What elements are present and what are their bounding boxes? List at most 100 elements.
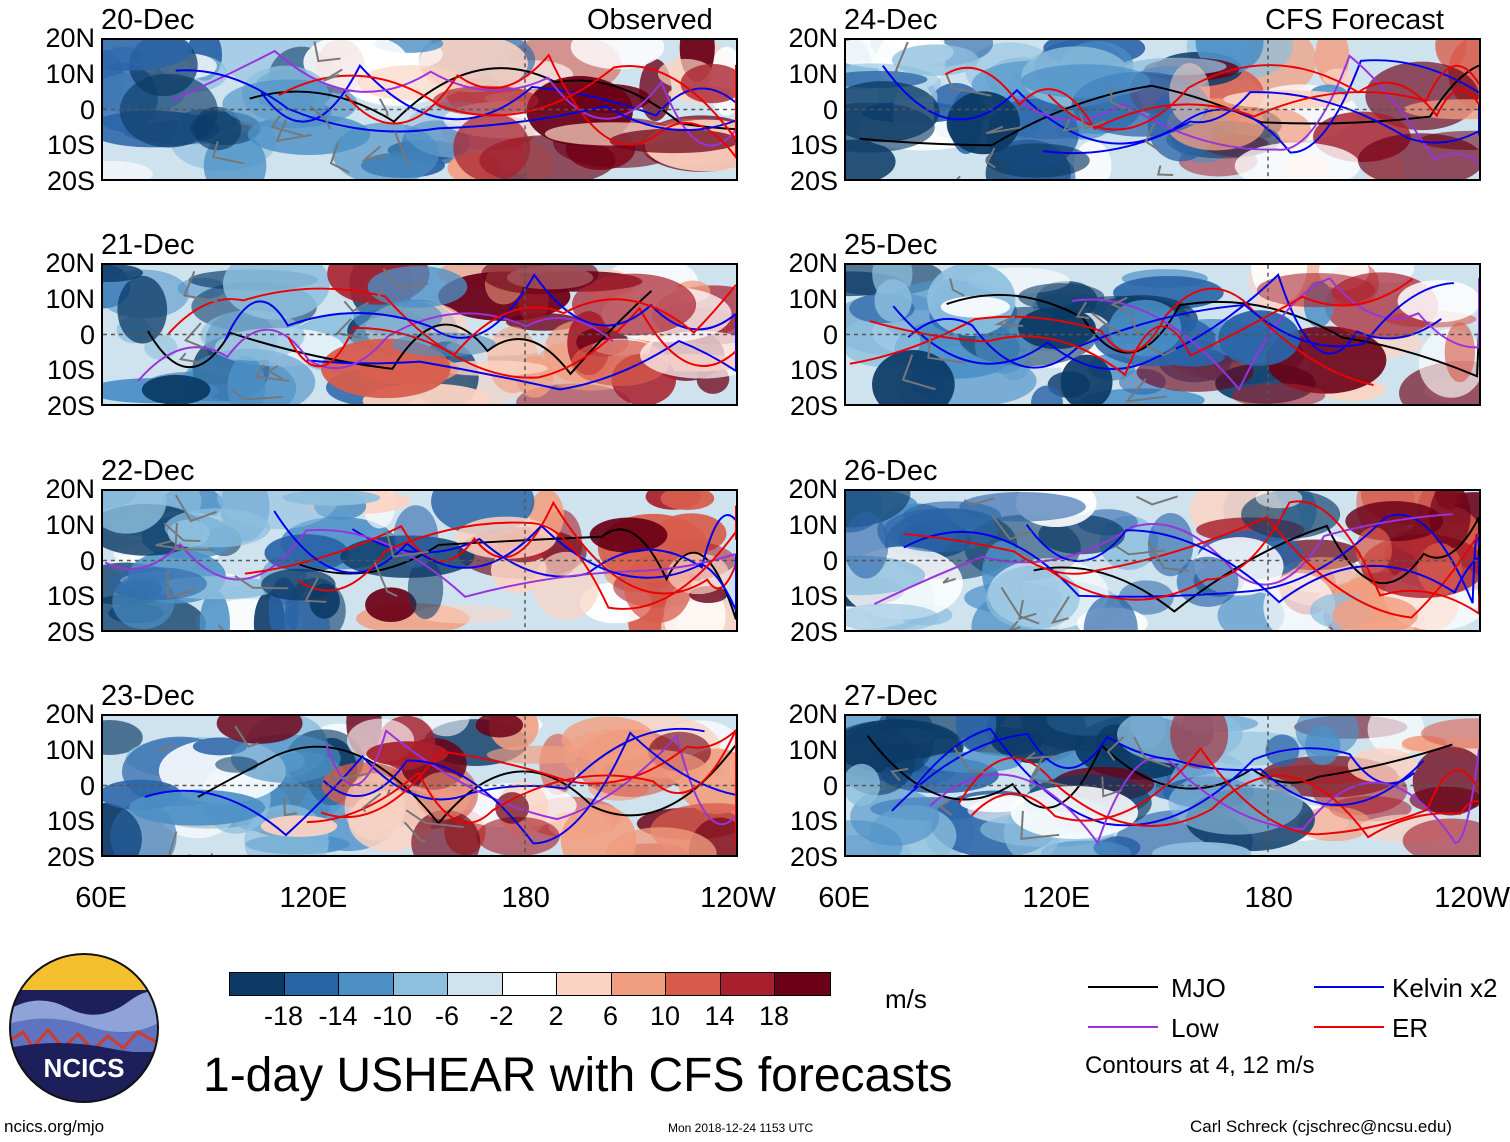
- shear-blob: [1397, 280, 1479, 323]
- lat-tick-label: 20S: [46, 842, 95, 872]
- chart-title: 1-day USHEAR with CFS forecasts: [203, 1049, 953, 1102]
- kelvin-contour: [891, 732, 1425, 812]
- coastline: [343, 300, 370, 313]
- shear-blob: [1169, 63, 1210, 125]
- shear-blob: [1402, 818, 1479, 855]
- panel-date: 27-Dec: [844, 680, 938, 712]
- lat-tick-label: 0: [822, 319, 838, 350]
- low-contour: [104, 528, 736, 598]
- lat-tick-label: 20N: [788, 23, 838, 53]
- coastline: [1115, 545, 1165, 556]
- coastline: [378, 98, 389, 117]
- lat-tick-label: 0: [79, 94, 95, 125]
- lat-tick-label: 10N: [45, 734, 95, 765]
- lat-tick-label: 10S: [46, 581, 95, 612]
- map-panel: [844, 714, 1481, 857]
- kelvin-contour: [892, 273, 1442, 371]
- panel-date: 26-Dec: [844, 455, 938, 487]
- colorbar-tick-label: -10: [372, 1001, 413, 1031]
- shear-blob: [453, 113, 530, 179]
- colorbar-swatch: [230, 973, 285, 995]
- coastline: [986, 125, 1022, 135]
- shear-blob: [103, 160, 153, 179]
- lat-tick-label: 10S: [46, 806, 95, 837]
- shear-blob: [571, 273, 697, 336]
- coastline: [335, 318, 362, 339]
- shear-blob: [604, 827, 717, 855]
- shear-blob: [365, 587, 417, 623]
- lat-tick-label: 10S: [789, 806, 838, 837]
- colorbar-tick-label: 6: [602, 1001, 619, 1031]
- shear-blob: [475, 716, 524, 738]
- coastline: [267, 365, 283, 380]
- shear-blob: [107, 567, 207, 601]
- shear-blob: [1010, 785, 1139, 839]
- coastline: [1078, 113, 1106, 130]
- coastline: [1062, 118, 1082, 132]
- coastline: [330, 762, 370, 782]
- coastline: [217, 624, 225, 630]
- shear-blob: [874, 279, 912, 323]
- lat-tick-label: 20N: [788, 474, 838, 504]
- lat-tick-label: 20S: [789, 391, 838, 421]
- kelvin-contour: [322, 731, 736, 845]
- shear-blob: [366, 741, 449, 767]
- kelvin-contour: [1042, 91, 1479, 155]
- coastline: [254, 364, 290, 382]
- ncics-logo: NCICS: [8, 952, 160, 1104]
- mjo-contour: [299, 528, 736, 620]
- colorbar-tick-label: 2: [548, 1001, 564, 1031]
- map-panel: [101, 263, 738, 406]
- shear-blob: [495, 792, 530, 824]
- map-panel: [101, 38, 738, 181]
- low-contour: [170, 49, 736, 147]
- coastline: [890, 767, 909, 782]
- lat-tick-label: 0: [822, 770, 838, 801]
- coastline: [183, 322, 205, 349]
- shear-blob: [846, 603, 940, 630]
- lat-tick-label: 20N: [788, 248, 838, 278]
- mjo-contour: [197, 743, 736, 825]
- shear-blob: [119, 73, 218, 148]
- shear-blob: [455, 516, 557, 559]
- legend-mjo: MJO: [1171, 973, 1226, 1003]
- lat-tick-label: 10N: [788, 509, 838, 540]
- shear-blob: [1041, 840, 1132, 855]
- shear-blob: [1152, 841, 1252, 855]
- coastline: [174, 522, 215, 551]
- lon-tick-label: 120E: [279, 882, 348, 914]
- shear-field: [103, 40, 736, 179]
- lat-tick-label: 20S: [789, 842, 838, 872]
- shear-blob: [1108, 299, 1182, 357]
- shear-blob: [1295, 716, 1359, 757]
- panel-date: 25-Dec: [844, 229, 938, 261]
- coastline: [230, 389, 284, 401]
- lat-tick-label: 10S: [789, 130, 838, 161]
- footer-credit: Carl Schreck (cjschrec@ncsu.edu): [1190, 1117, 1452, 1136]
- coastline: [1075, 301, 1090, 320]
- coastline: [168, 831, 191, 855]
- shear-blob: [164, 508, 271, 548]
- shear-blob: [1355, 526, 1393, 573]
- shear-blob: [415, 604, 515, 624]
- shear-blob: [1420, 718, 1479, 749]
- shear-blob: [141, 374, 211, 404]
- coastline: [166, 570, 195, 600]
- shear-blob: [846, 81, 940, 143]
- footer-url[interactable]: ncics.org/mjo: [4, 1117, 105, 1136]
- colorbar-swatch: [775, 973, 830, 995]
- kelvin-contour: [913, 727, 1415, 827]
- lat-tick-label: 20N: [45, 248, 95, 278]
- shear-blob: [940, 296, 1010, 318]
- kelvin-contour: [144, 727, 705, 837]
- coastline: [361, 792, 382, 813]
- colorbar-tick-label: -2: [489, 1001, 514, 1031]
- coastline: [275, 119, 312, 143]
- shear-blob: [481, 265, 599, 295]
- lat-tick-label: 20N: [45, 699, 95, 729]
- colorbar-swatch: [611, 973, 666, 995]
- shear-blob: [222, 79, 358, 129]
- lat-tick-label: 10N: [45, 58, 95, 89]
- shear-blob: [883, 508, 998, 553]
- legend-line-er: [1314, 1026, 1384, 1028]
